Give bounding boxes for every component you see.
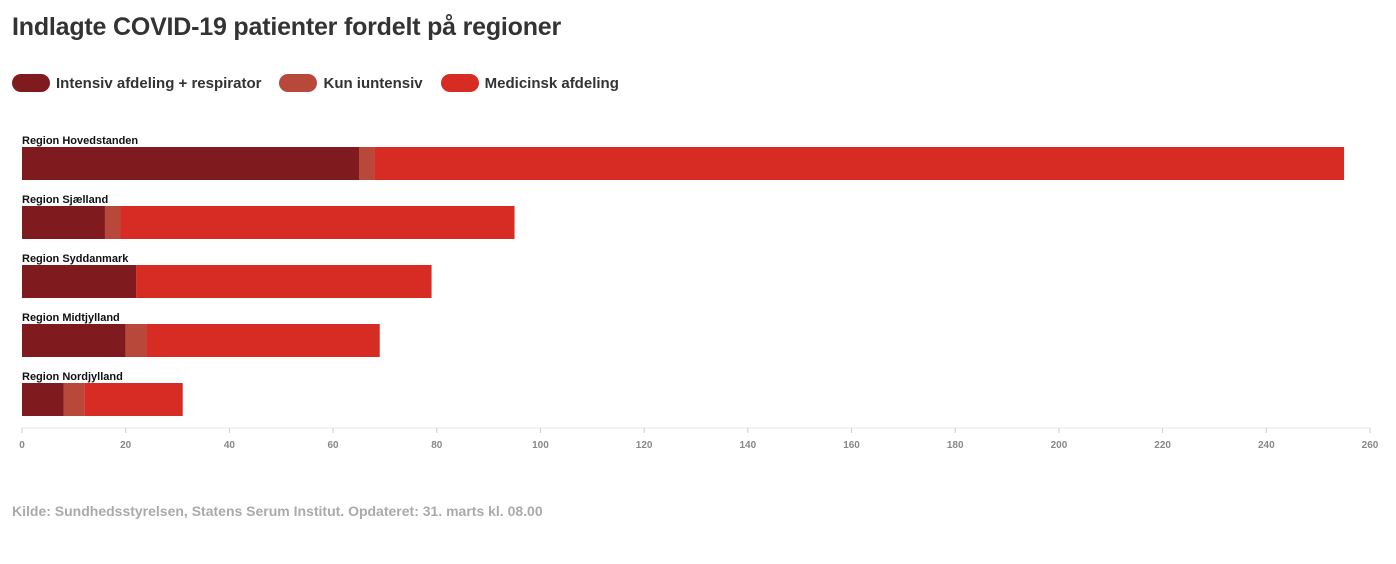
bar-segment[interactable] xyxy=(22,265,137,298)
legend-label-medicinsk: Medicinsk afdeling xyxy=(484,74,619,92)
bar-segment[interactable] xyxy=(146,324,380,357)
x-tick-label: 160 xyxy=(843,440,860,451)
x-tick-label: 240 xyxy=(1258,440,1275,451)
bar-segment[interactable] xyxy=(374,147,1345,180)
bar-segment[interactable] xyxy=(125,324,147,357)
x-tick-label: 40 xyxy=(224,440,236,451)
x-tick-label: 0 xyxy=(19,440,25,451)
bar-segment[interactable] xyxy=(22,324,126,357)
bar-segment[interactable] xyxy=(84,383,183,416)
bar-chart: Region Hovedstanden Region Sjælland Region… xyxy=(19,135,1379,451)
x-tick-label: 60 xyxy=(328,440,340,451)
legend-swatch-medicinsk xyxy=(440,74,479,92)
bar-segment[interactable] xyxy=(63,383,85,416)
x-tick-label: 20 xyxy=(120,440,132,451)
category-label: Region Nordjylland xyxy=(22,371,123,383)
chart-title: Indlagte COVID-19 patienter fordelt på r… xyxy=(12,13,562,41)
x-tick-label: 120 xyxy=(636,440,653,451)
category-label: Region Hovedstanden xyxy=(22,135,138,147)
legend-label-intensiv: Intensiv afdeling + respirator xyxy=(56,74,262,92)
bar-segment[interactable] xyxy=(136,265,432,298)
source-note: Kilde: Sundhedsstyrelsen, Statens Serum … xyxy=(12,503,543,519)
bar-segment[interactable] xyxy=(22,147,359,180)
bar-segment[interactable] xyxy=(22,383,64,416)
category-label: Region Sjælland xyxy=(22,194,108,206)
category-label: Region Syddanmark xyxy=(22,253,129,265)
bar-segment[interactable] xyxy=(359,147,375,180)
x-tick-label: 140 xyxy=(740,440,757,451)
legend-item-medicinsk[interactable]: Medicinsk afdeling xyxy=(440,74,619,92)
legend-item-intensiv[interactable]: Intensiv afdeling + respirator xyxy=(12,74,261,92)
category-label: Region Midtjylland xyxy=(22,312,120,324)
bar-segment[interactable] xyxy=(120,206,515,239)
bar-segment[interactable] xyxy=(22,206,105,239)
x-tick-label: 200 xyxy=(1051,440,1068,451)
legend-item-kun-intensiv[interactable]: Kun iuntensiv xyxy=(279,74,423,92)
legend-swatch-kun-intensiv xyxy=(279,74,318,92)
x-tick-label: 220 xyxy=(1154,440,1171,451)
x-tick-label: 100 xyxy=(532,440,549,451)
x-tick-label: 180 xyxy=(947,440,964,451)
legend-swatch-intensiv xyxy=(12,74,50,92)
legend: Intensiv afdeling + respirator Kun iunte… xyxy=(12,74,637,92)
x-tick-label: 260 xyxy=(1362,440,1379,451)
bar-segment[interactable] xyxy=(104,206,121,239)
legend-label-kun-intensiv: Kun iuntensiv xyxy=(323,74,423,92)
x-tick-label: 80 xyxy=(431,440,443,451)
